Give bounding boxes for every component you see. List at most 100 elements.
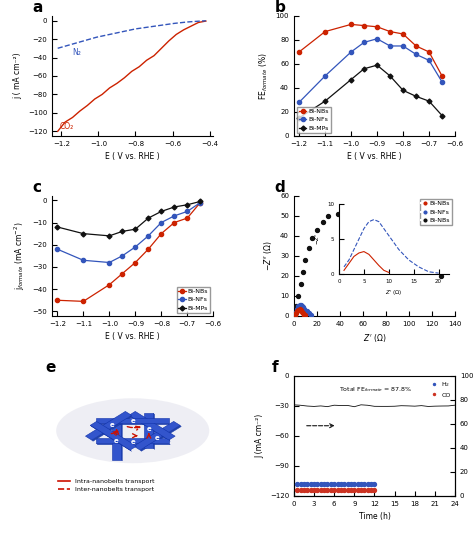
Bi-NFs [301,304,308,313]
Bi-NBs [81,298,86,304]
Bi-NBs [373,209,381,218]
Y-axis label: j$_{formate}$ (mA cm$^{-2}$): j$_{formate}$ (mA cm$^{-2}$) [12,222,27,290]
Text: c: c [33,180,42,195]
Point [307,486,314,494]
Bi-MPs [132,226,138,232]
Bi-NBs [348,21,354,28]
Bi-MPs [374,62,380,68]
Point [330,486,338,494]
Bi-NFs [322,72,328,79]
Bi-MPs [172,204,177,210]
Bi-NFs [198,199,203,206]
Bi-MPs [322,98,328,104]
Point [350,480,358,488]
Point [317,486,325,494]
Text: N₂: N₂ [73,48,82,56]
Bi-NFs [400,43,406,49]
Bi-NBs [295,292,302,300]
Bi-NFs [299,303,307,311]
Bi-NBs [297,306,305,314]
Bi-NBs [380,212,387,220]
Bi-NFs [298,302,306,310]
Bi-NBs [198,199,203,206]
Bi-NFs [293,304,301,313]
Bi-NFs [291,310,299,318]
Point [364,486,372,494]
Polygon shape [129,411,175,440]
Bi-MPs [146,215,151,221]
Point [307,480,314,488]
Bi-NFs [305,309,313,317]
Line: Bi-MPs: Bi-MPs [297,63,444,120]
Bi-NFs [307,311,315,319]
Point [327,486,335,494]
Bi-NFs [387,43,393,49]
Text: e: e [146,426,151,432]
Bi-NBs [146,246,151,252]
Text: e: e [130,418,135,424]
Bi-NBs [325,212,332,220]
Bi-NBs [322,28,328,35]
Line: Bi-NBs: Bi-NBs [297,22,444,78]
Text: f: f [271,360,278,375]
Polygon shape [145,413,153,448]
Bi-NFs [146,232,151,239]
Bi-MPs [387,72,393,79]
Bi-NBs [295,305,302,314]
Bi-NBs [374,23,380,30]
Bi-NFs [172,213,177,219]
Bi-NFs [107,259,112,265]
Polygon shape [96,443,170,445]
Polygon shape [140,425,181,451]
Legend: Bi-NBs, Bi-NFs, Bi-NBs: Bi-NBs, Bi-NFs, Bi-NBs [419,199,452,225]
Bi-NBs [313,225,321,234]
Point [350,486,358,494]
Bi-NBs [361,22,367,29]
Point [310,486,318,494]
X-axis label: Time (h): Time (h) [358,512,391,521]
Point [340,486,348,494]
Point [303,480,311,488]
Bi-NBs [172,220,177,226]
Y-axis label: j ( mA cm⁻²): j ( mA cm⁻²) [13,53,22,99]
Point [334,486,341,494]
Point [344,480,351,488]
Bi-NBs [364,207,371,216]
X-axis label: $Z'$ ($\Omega$): $Z'$ ($\Omega$) [363,332,386,344]
Text: b: b [274,0,285,15]
Bi-NBs [305,244,313,252]
Point [297,480,304,488]
Point [361,486,368,494]
Point [293,486,301,494]
Bi-NBs [301,311,309,320]
Line: Bi-NFs: Bi-NFs [297,37,444,104]
Point [361,480,368,488]
Bi-NBs [438,271,445,280]
Bi-NBs [291,311,299,319]
Point [354,480,362,488]
Bi-NFs [297,301,305,309]
Bi-NFs [426,57,432,63]
Bi-MPs [184,201,190,208]
Bi-NBs [292,302,300,310]
Polygon shape [92,415,133,441]
Y-axis label: J (mA cm⁻²): J (mA cm⁻²) [255,414,264,458]
Bi-MPs [413,93,419,100]
Polygon shape [153,413,155,449]
Bi-NBs [433,263,440,272]
Bi-NBs [334,209,341,218]
Bi-NBs [292,309,300,317]
Bi-MPs [158,208,164,215]
Bi-MPs [296,115,302,121]
Bi-NFs [361,39,367,46]
Bi-NFs [292,308,300,316]
Bi-MPs [348,76,354,83]
Bi-NFs [348,49,354,55]
Polygon shape [129,415,170,441]
Bi-NBs [298,308,306,316]
Point [337,486,345,494]
Bi-NBs [309,233,316,242]
Bi-NBs [299,268,307,276]
Text: e: e [130,439,135,445]
Bi-MPs [107,232,112,239]
